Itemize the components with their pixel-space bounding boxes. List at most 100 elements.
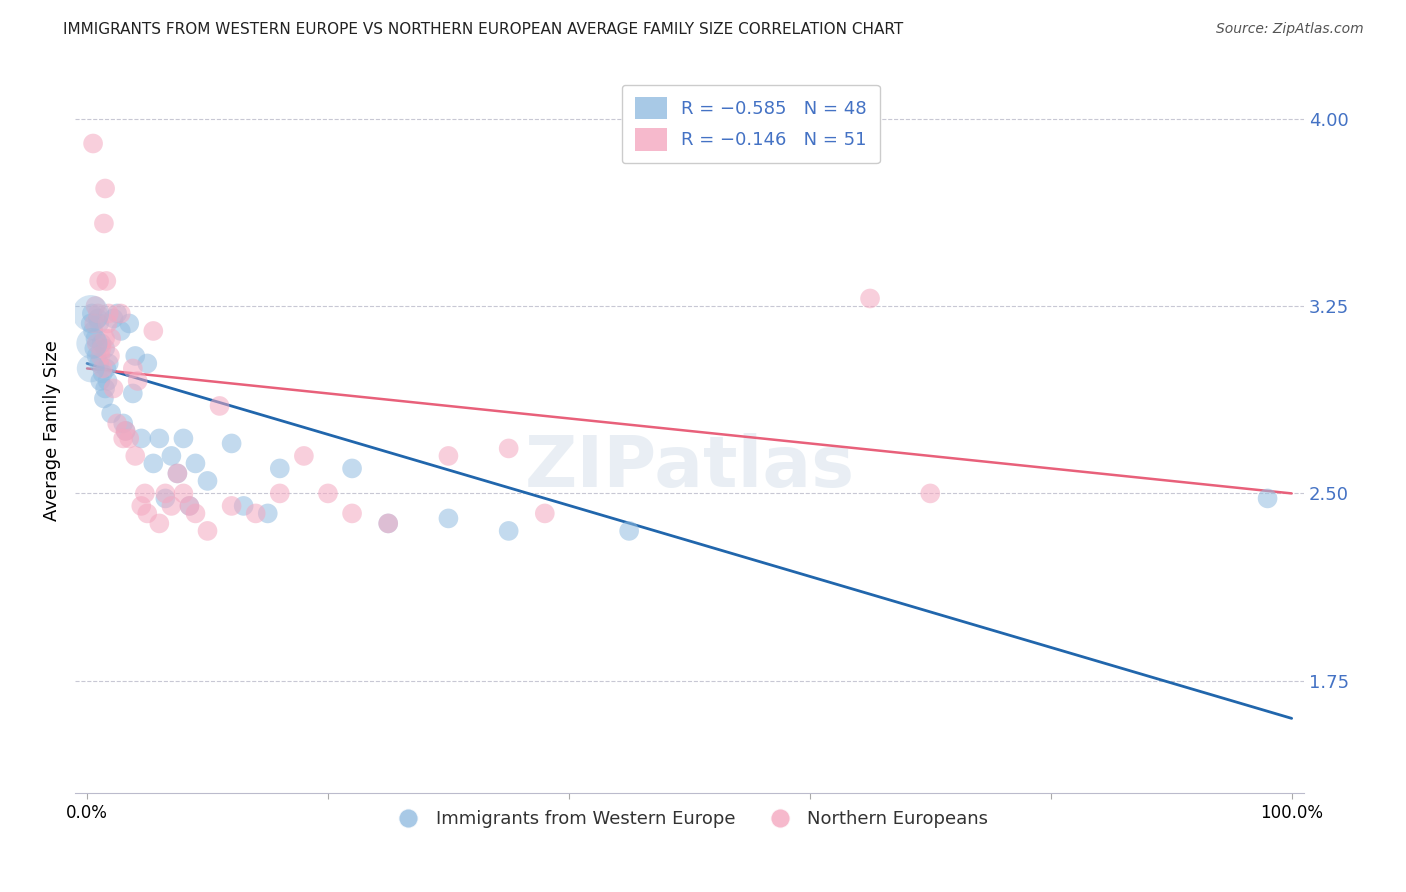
Point	[437, 511, 460, 525]
Point	[124, 349, 146, 363]
Point	[221, 499, 243, 513]
Point	[256, 507, 278, 521]
Point	[498, 524, 520, 538]
Point	[79, 361, 101, 376]
Point	[316, 486, 339, 500]
Point	[87, 317, 110, 331]
Point	[91, 367, 114, 381]
Point	[118, 317, 141, 331]
Point	[96, 317, 118, 331]
Point	[148, 432, 170, 446]
Point	[83, 342, 105, 356]
Point	[166, 467, 188, 481]
Point	[112, 432, 135, 446]
Point	[94, 342, 117, 356]
Point	[90, 336, 112, 351]
Point	[184, 507, 207, 521]
Point	[86, 336, 108, 351]
Point	[97, 356, 120, 370]
Point	[166, 467, 188, 481]
Point	[87, 274, 110, 288]
Point	[269, 486, 291, 500]
Point	[93, 217, 115, 231]
Point	[269, 461, 291, 475]
Point	[124, 449, 146, 463]
Point	[340, 507, 363, 521]
Point	[87, 356, 110, 370]
Point	[112, 417, 135, 431]
Point	[94, 181, 117, 195]
Point	[94, 381, 117, 395]
Point	[172, 432, 194, 446]
Point	[136, 356, 159, 370]
Point	[121, 386, 143, 401]
Point	[184, 457, 207, 471]
Point	[533, 507, 555, 521]
Point	[80, 336, 103, 351]
Point	[437, 449, 460, 463]
Point	[142, 324, 165, 338]
Point	[79, 306, 101, 320]
Point	[129, 499, 152, 513]
Point	[179, 499, 201, 513]
Point	[114, 424, 136, 438]
Point	[197, 474, 219, 488]
Point	[103, 311, 125, 326]
Point	[179, 499, 201, 513]
Point	[118, 432, 141, 446]
Point	[100, 331, 122, 345]
Point	[1257, 491, 1279, 506]
Point	[79, 317, 101, 331]
Point	[96, 274, 118, 288]
Point	[89, 349, 111, 363]
Point	[87, 306, 110, 320]
Point	[100, 406, 122, 420]
Point	[87, 311, 110, 326]
Point	[221, 436, 243, 450]
Point	[97, 306, 120, 320]
Point	[377, 516, 399, 531]
Point	[86, 349, 108, 363]
Point	[498, 442, 520, 456]
Point	[232, 499, 254, 513]
Point	[93, 392, 115, 406]
Point	[82, 324, 104, 338]
Legend: Immigrants from Western Europe, Northern Europeans: Immigrants from Western Europe, Northern…	[384, 803, 995, 835]
Point	[197, 524, 219, 538]
Point	[83, 317, 105, 331]
Point	[142, 457, 165, 471]
Point	[148, 516, 170, 531]
Point	[155, 491, 177, 506]
Point	[105, 306, 128, 320]
Point	[292, 449, 315, 463]
Point	[172, 486, 194, 500]
Point	[160, 449, 183, 463]
Point	[340, 461, 363, 475]
Text: IMMIGRANTS FROM WESTERN EUROPE VS NORTHERN EUROPEAN AVERAGE FAMILY SIZE CORRELAT: IMMIGRANTS FROM WESTERN EUROPE VS NORTHE…	[63, 22, 904, 37]
Point	[96, 361, 118, 376]
Point	[90, 342, 112, 356]
Point	[98, 349, 121, 363]
Point	[160, 499, 183, 513]
Point	[127, 374, 149, 388]
Point	[617, 524, 640, 538]
Point	[208, 399, 231, 413]
Point	[94, 331, 117, 345]
Point	[121, 361, 143, 376]
Point	[136, 507, 159, 521]
Point	[859, 292, 882, 306]
Point	[110, 324, 132, 338]
Point	[103, 381, 125, 395]
Point	[377, 516, 399, 531]
Point	[80, 306, 103, 320]
Point	[84, 331, 107, 345]
Point	[134, 486, 156, 500]
Point	[245, 507, 267, 521]
Point	[82, 136, 104, 151]
Point	[89, 374, 111, 388]
Point	[129, 432, 152, 446]
Point	[91, 361, 114, 376]
Point	[105, 417, 128, 431]
Text: Source: ZipAtlas.com: Source: ZipAtlas.com	[1216, 22, 1364, 37]
Point	[920, 486, 942, 500]
